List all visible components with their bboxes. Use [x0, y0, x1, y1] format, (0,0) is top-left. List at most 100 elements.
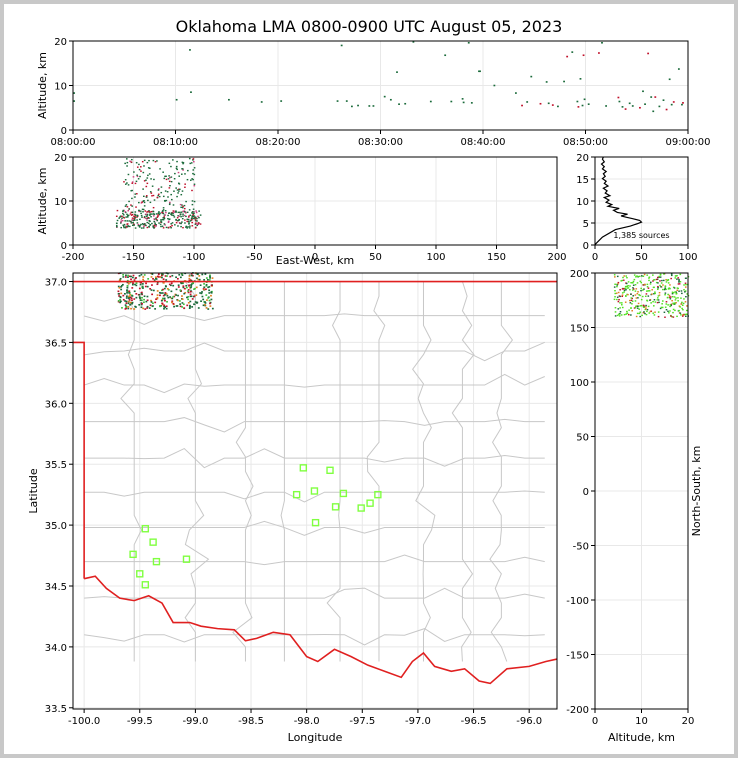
source-point [128, 297, 130, 299]
source-point [168, 187, 171, 189]
source-point [138, 275, 141, 277]
source-point [685, 313, 688, 315]
source-point [629, 288, 631, 291]
source-point [615, 292, 618, 294]
count-tick-label: 100 [678, 252, 697, 263]
source-point [135, 282, 138, 284]
source-point [162, 171, 164, 173]
source-point [125, 306, 128, 308]
source-point [130, 161, 133, 163]
source-point [659, 284, 661, 287]
source-point [116, 219, 119, 222]
source-point [126, 285, 129, 287]
source-point [666, 279, 669, 282]
source-point [686, 305, 688, 307]
source-point [131, 301, 134, 304]
source-point [637, 297, 639, 299]
source-point [176, 195, 178, 198]
source-point [131, 295, 134, 297]
source-point [620, 304, 623, 306]
source-point [191, 225, 194, 227]
source-point [133, 218, 136, 220]
source-point [178, 190, 180, 192]
source-point [648, 279, 650, 282]
source-point [192, 169, 195, 171]
source-point [156, 290, 159, 292]
source-point [670, 277, 672, 280]
source-point [155, 276, 157, 278]
source-point [260, 101, 263, 103]
source-point [675, 302, 677, 304]
source-point [167, 217, 169, 220]
source-point [204, 302, 207, 304]
source-point [124, 304, 127, 306]
source-point [146, 295, 149, 298]
source-point [151, 222, 153, 225]
source-point [185, 225, 188, 228]
source-point [140, 214, 143, 217]
source-point [614, 307, 617, 309]
source-point [152, 225, 155, 227]
source-point [124, 227, 127, 229]
source-point [128, 200, 130, 203]
source-point [121, 219, 124, 222]
source-point [627, 313, 630, 316]
source-point [127, 276, 129, 278]
source-point [677, 300, 679, 302]
source-point [155, 224, 157, 226]
source-point [175, 294, 178, 296]
source-point [623, 291, 626, 293]
source-point [160, 225, 162, 228]
source-point [171, 301, 173, 304]
source-point [181, 306, 184, 308]
source-point [621, 292, 624, 294]
source-point [122, 209, 125, 212]
source-point [139, 283, 142, 286]
source-point [187, 289, 190, 291]
source-point [679, 312, 682, 314]
northsouth-tick-label: -100 [566, 596, 589, 607]
source-point [184, 291, 187, 294]
source-point [150, 276, 153, 278]
source-point [153, 226, 156, 228]
source-point [133, 279, 136, 281]
county-line [366, 281, 386, 662]
source-point [636, 305, 639, 308]
source-point [169, 275, 172, 278]
source-point [208, 289, 211, 292]
source-point [682, 102, 684, 104]
source-point [180, 211, 183, 213]
source-point [646, 308, 649, 311]
source-point [188, 209, 191, 211]
source-point [126, 206, 129, 208]
source-point [149, 214, 151, 216]
source-point [681, 301, 683, 304]
source-point [165, 293, 168, 295]
source-point [140, 212, 142, 215]
eastwest-tick-label: 150 [487, 252, 506, 263]
source-point [663, 311, 666, 313]
longitude-tick-label: -99.0 [182, 716, 208, 727]
source-point [167, 220, 170, 223]
source-point [119, 216, 121, 218]
source-point [156, 297, 159, 300]
source-point [176, 277, 179, 280]
source-point [192, 172, 194, 175]
source-point [189, 300, 192, 303]
source-point [162, 195, 165, 198]
source-point [623, 289, 626, 292]
source-point [640, 287, 642, 290]
source-point [678, 290, 680, 292]
eastwest-tick-label: -50 [246, 252, 262, 263]
source-point [177, 171, 180, 174]
source-point [631, 303, 633, 305]
source-point [674, 277, 677, 279]
source-point [146, 221, 149, 224]
source-point [171, 297, 174, 300]
source-point [191, 203, 194, 206]
source-point [179, 289, 182, 292]
source-point [117, 293, 120, 295]
source-point [336, 100, 339, 102]
source-point [128, 208, 131, 210]
source-point [642, 275, 645, 277]
